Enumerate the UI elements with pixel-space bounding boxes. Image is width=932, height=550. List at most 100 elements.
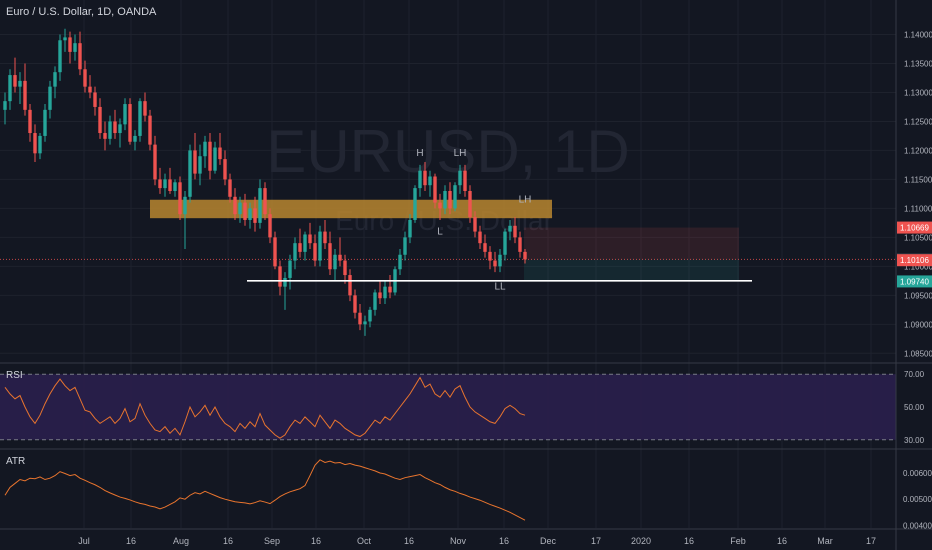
candle-body xyxy=(343,260,347,276)
x-tick-label: Jul xyxy=(78,536,90,546)
candle-body xyxy=(53,72,57,87)
candle-body xyxy=(283,277,287,287)
atr-pane[interactable]: ATR xyxy=(4,456,526,521)
candle-body xyxy=(383,286,387,299)
candle-body xyxy=(513,225,517,238)
candle-body xyxy=(83,69,87,87)
candle-body xyxy=(313,243,317,261)
y-tick-label: 1.10500 xyxy=(904,233,932,242)
rsi-pane[interactable]: RSI xyxy=(0,370,896,441)
atr-title: ATR xyxy=(6,456,25,467)
x-tick-label: 17 xyxy=(591,536,601,546)
candle-body xyxy=(213,147,217,171)
x-tick-label: 17 xyxy=(866,536,876,546)
candle-body xyxy=(238,202,242,215)
y-tick-label: 1.09000 xyxy=(904,320,932,329)
symbol-title: Euro / U.S. Dollar, 1D, OANDA xyxy=(6,6,157,18)
x-tick-label: 16 xyxy=(126,536,136,546)
candle-body xyxy=(258,188,262,223)
candle-body xyxy=(423,170,427,186)
candle-body xyxy=(178,182,182,215)
candle-body xyxy=(98,106,102,134)
candle-body xyxy=(448,191,452,209)
rsi-title: RSI xyxy=(6,370,23,381)
candle-body xyxy=(483,243,487,252)
candle-body xyxy=(353,295,357,313)
candle-body xyxy=(8,75,12,102)
candle-body xyxy=(128,104,132,142)
candle-body xyxy=(388,286,392,293)
candle-body xyxy=(168,179,172,191)
candle-body xyxy=(198,156,202,174)
candle-body xyxy=(463,170,467,191)
candle-body xyxy=(458,170,462,186)
candle-body xyxy=(88,86,92,93)
candle-body xyxy=(523,251,527,260)
x-tick-label: Aug xyxy=(173,536,189,546)
price-label: 1.09740 xyxy=(900,277,929,286)
pattern-label: LL xyxy=(494,282,506,293)
candle-body xyxy=(208,141,212,171)
candle-body xyxy=(43,109,47,136)
y-tick-label: 1.09500 xyxy=(904,291,932,300)
candle-body xyxy=(443,191,447,209)
candle-body xyxy=(268,214,272,238)
candle-body xyxy=(48,86,52,110)
candle-body xyxy=(398,254,402,270)
candle-body xyxy=(418,170,422,189)
x-tick-label: Mar xyxy=(817,536,833,546)
candle-body xyxy=(248,208,252,220)
x-tick-label: Nov xyxy=(450,536,467,546)
atr-tick-label: 0.00400 xyxy=(903,521,932,530)
candle-body xyxy=(333,254,337,270)
price-pane[interactable]: H LH L LH LL xyxy=(0,28,896,336)
x-tick-label: 16 xyxy=(404,536,414,546)
stop-loss-box xyxy=(524,227,739,260)
rsi-tick-label: 30.00 xyxy=(904,436,925,445)
rsi-tick-label: 70.00 xyxy=(904,370,925,379)
atr-tick-label: 0.00600 xyxy=(903,469,932,478)
candle-body xyxy=(153,144,157,180)
watermark-ticker: EURUSD, 1D xyxy=(266,118,629,185)
rsi-band xyxy=(0,374,896,440)
x-tick-label: 16 xyxy=(311,536,321,546)
candle-body xyxy=(263,188,267,215)
candle-body xyxy=(133,135,137,142)
candle-body xyxy=(503,231,507,255)
candle-body xyxy=(378,292,382,299)
y-tick-label: 1.14000 xyxy=(904,30,932,39)
x-tick-label: Sep xyxy=(264,536,280,546)
y-tick-label: 1.11000 xyxy=(904,204,932,213)
pattern-label: LH xyxy=(454,148,467,159)
x-tick-label: 16 xyxy=(223,536,233,546)
candle-body xyxy=(473,217,477,232)
candle-body xyxy=(63,37,67,41)
candle-body xyxy=(113,121,117,134)
candle-body xyxy=(318,231,322,261)
y-tick-label: 1.13500 xyxy=(904,59,932,68)
candle-body xyxy=(28,109,32,134)
candle-body xyxy=(158,179,162,189)
candle-body xyxy=(348,275,352,296)
candle-body xyxy=(193,150,197,174)
candle-body xyxy=(138,101,142,136)
candle-body xyxy=(33,133,37,154)
y-tick-label: 1.13000 xyxy=(904,88,932,97)
candle-body xyxy=(493,260,497,267)
candle-body xyxy=(183,196,187,215)
candle-body xyxy=(143,101,147,116)
price-label-box xyxy=(897,275,932,288)
candle-body xyxy=(403,237,407,255)
y-tick-label: 1.11500 xyxy=(904,175,932,184)
x-tick-label: Oct xyxy=(357,536,372,546)
candle-body xyxy=(233,196,237,215)
candle-body xyxy=(78,43,82,70)
candle-body xyxy=(13,75,17,87)
x-tick-label: 16 xyxy=(777,536,787,546)
candle-body xyxy=(38,135,42,154)
price-label-box xyxy=(897,254,932,267)
candle-body xyxy=(488,251,492,261)
